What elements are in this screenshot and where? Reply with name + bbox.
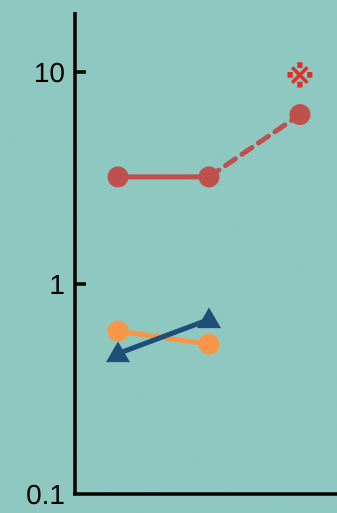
data-point-marker <box>289 104 311 126</box>
data-point-marker <box>197 307 221 329</box>
y-tick-label: 10 <box>34 57 65 88</box>
significance-marker: ※ <box>285 61 314 96</box>
data-point-marker <box>106 341 130 363</box>
annotations: ※ <box>285 61 314 96</box>
y-tick-label: 0.1 <box>26 479 65 510</box>
axes: 10 1 0.1 <box>26 12 337 510</box>
data-point-marker <box>107 320 129 342</box>
series-1 <box>206 104 311 180</box>
series-3 <box>106 307 221 363</box>
series-group <box>106 104 311 363</box>
series-line <box>115 317 212 357</box>
series-line <box>206 112 303 180</box>
data-point-marker <box>198 333 220 355</box>
data-point-marker <box>107 166 129 188</box>
y-tick-label: 1 <box>49 269 65 300</box>
